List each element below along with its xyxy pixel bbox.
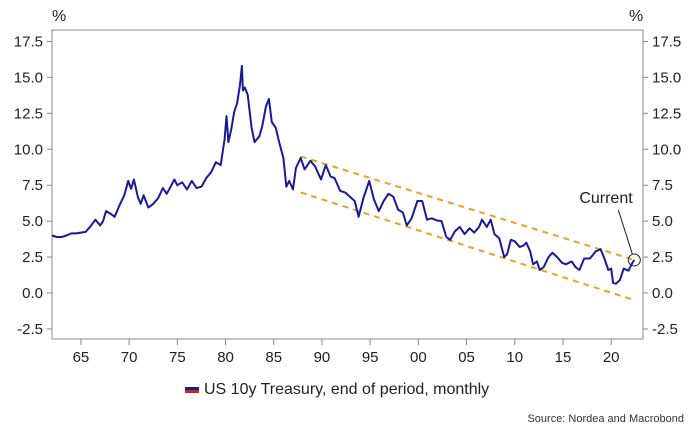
legend-swatch <box>185 387 199 393</box>
x-tick-label: 75 <box>169 349 186 366</box>
channel-lower-line <box>300 191 635 302</box>
y-tick-label-left: 2.5 <box>22 249 43 266</box>
x-tick-label: 95 <box>362 349 379 366</box>
y-tick-label-right: 15.0 <box>652 69 681 86</box>
y-tick-label-right: 17.5 <box>652 33 681 50</box>
y-unit-right: % <box>629 8 643 25</box>
current-label: Current <box>579 190 633 207</box>
y-tick-label-right: 12.5 <box>652 105 681 122</box>
x-tick-label: 05 <box>458 349 475 366</box>
x-tick-label: 90 <box>314 349 331 366</box>
current-annotation: Current <box>579 190 641 267</box>
x-tick-label: 00 <box>410 349 427 366</box>
y-tick-label-left: -2.5 <box>17 321 43 338</box>
y-tick-label-left: 15.0 <box>14 69 43 86</box>
x-tick-label: 10 <box>506 349 523 366</box>
y-tick-label-right: 10.0 <box>652 141 681 158</box>
x-tick-label: 20 <box>603 349 620 366</box>
y-tick-label-left: 10.0 <box>14 141 43 158</box>
trend-channel <box>300 155 635 302</box>
y-tick-label-right: 7.5 <box>652 177 673 194</box>
current-marker <box>627 253 641 267</box>
x-tick-label: 70 <box>121 349 138 366</box>
y-unit-left: % <box>52 8 66 25</box>
y-axis-left: -2.5 0.0 2.5 5.0 7.5 10.0 12.5 15.0 17.5 <box>14 33 52 338</box>
x-tick-label: 65 <box>73 349 90 366</box>
legend-label: US 10y Treasury, end of period, monthly <box>204 381 490 398</box>
legend: US 10y Treasury, end of period, monthly <box>185 381 489 399</box>
x-tick-label: 80 <box>217 349 234 366</box>
x-tick-label: 15 <box>555 349 572 366</box>
source-note: Source: Nordea and Macrobond <box>527 413 684 425</box>
y-tick-label-right: 2.5 <box>652 249 673 266</box>
y-tick-label-left: 7.5 <box>22 177 43 194</box>
x-axis: 65 70 75 80 85 90 95 00 05 10 15 20 <box>73 339 620 366</box>
y-tick-label-right: 5.0 <box>652 213 673 230</box>
plot-frame <box>51 29 644 340</box>
y-tick-label-left: 0.0 <box>22 285 43 302</box>
series-group <box>51 64 636 285</box>
series-line <box>51 64 636 285</box>
y-tick-label-left: 17.5 <box>14 33 43 50</box>
channel-upper-line <box>300 155 635 261</box>
y-tick-label-left: 12.5 <box>14 105 43 122</box>
y-tick-label-right: -2.5 <box>652 321 678 338</box>
y-axis-right: -2.5 0.0 2.5 5.0 7.5 10.0 12.5 15.0 17.5 <box>643 33 681 338</box>
x-tick-label: 85 <box>265 349 282 366</box>
y-tick-label-left: 5.0 <box>22 213 43 230</box>
current-pointer <box>617 209 633 255</box>
y-tick-label-right: 0.0 <box>652 285 673 302</box>
